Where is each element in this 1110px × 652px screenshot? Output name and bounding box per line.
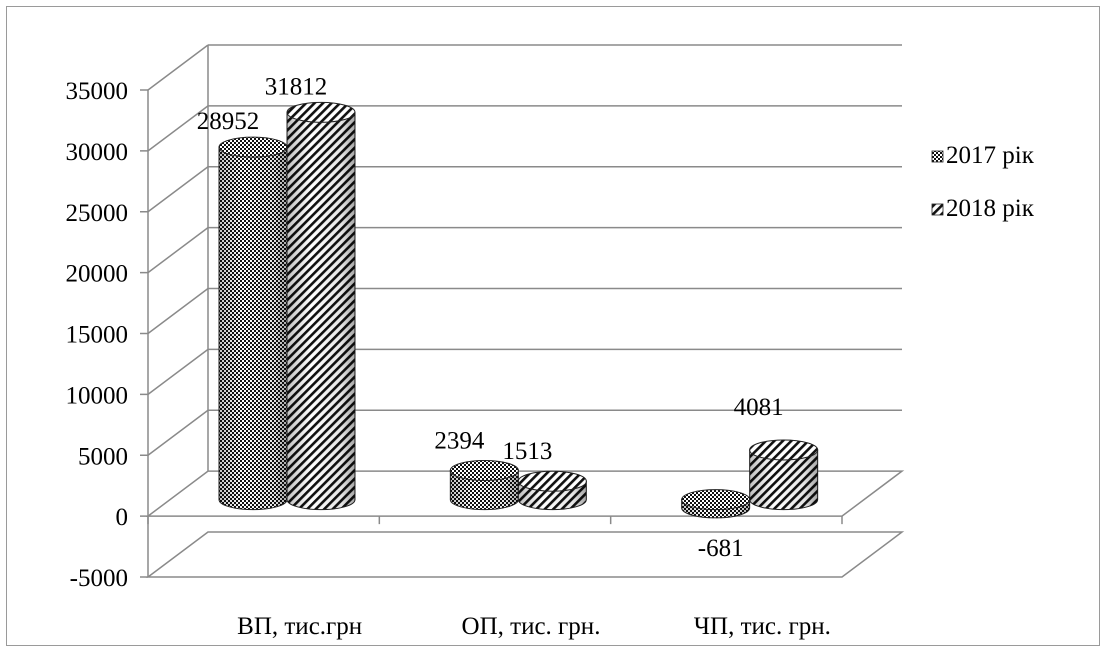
bar <box>218 136 288 511</box>
bar <box>749 439 819 511</box>
data-label: 4081 <box>734 394 784 421</box>
y-tick-label: 15000 <box>66 322 129 349</box>
data-label: 2394 <box>434 427 485 454</box>
y-tick-label: 0 <box>116 504 129 531</box>
data-label: 1513 <box>502 438 552 465</box>
x-tick-label: ОП, тис. грн. <box>462 613 601 640</box>
legend-label: 2017 рік <box>946 142 1035 169</box>
x-axis: ВП, тис.грн ОП, тис. грн. ЧП, тис. грн. <box>147 516 843 640</box>
bar <box>286 101 356 511</box>
y-tick-label: 25000 <box>66 200 129 227</box>
chart-frame <box>6 6 1100 646</box>
legend-label: 2018 рік <box>946 195 1035 222</box>
legend-swatch <box>931 203 944 216</box>
y-axis: -5000 0 5000 10000 15000 20000 25000 30000 35000 <box>66 78 148 592</box>
bar <box>681 489 751 519</box>
y-tick-label: 30000 <box>66 139 129 166</box>
y-tick-label: 20000 <box>66 261 129 288</box>
legend-entry: 2017 рік <box>931 142 1035 169</box>
data-label: -681 <box>698 535 744 562</box>
y-tick-label: 10000 <box>66 382 129 409</box>
x-tick-label: ВП, тис.грн <box>237 613 362 640</box>
data-label: 31812 <box>265 73 328 100</box>
lower-plane <box>145 531 905 578</box>
y-tick-label: -5000 <box>70 565 128 592</box>
legend-entry: 2018 рік <box>931 195 1035 222</box>
x-tick-label: ЧП, тис. грн. <box>694 613 831 640</box>
legend-swatch <box>931 150 944 163</box>
y-tick-label: 35000 <box>66 78 129 105</box>
y-tick-label: 5000 <box>78 443 128 470</box>
bars <box>218 101 819 519</box>
bar <box>517 470 587 511</box>
bar <box>449 459 519 511</box>
data-label: 28952 <box>197 108 260 135</box>
gridline <box>147 44 902 91</box>
legend: 2017 рік 2018 рік <box>931 142 1035 222</box>
